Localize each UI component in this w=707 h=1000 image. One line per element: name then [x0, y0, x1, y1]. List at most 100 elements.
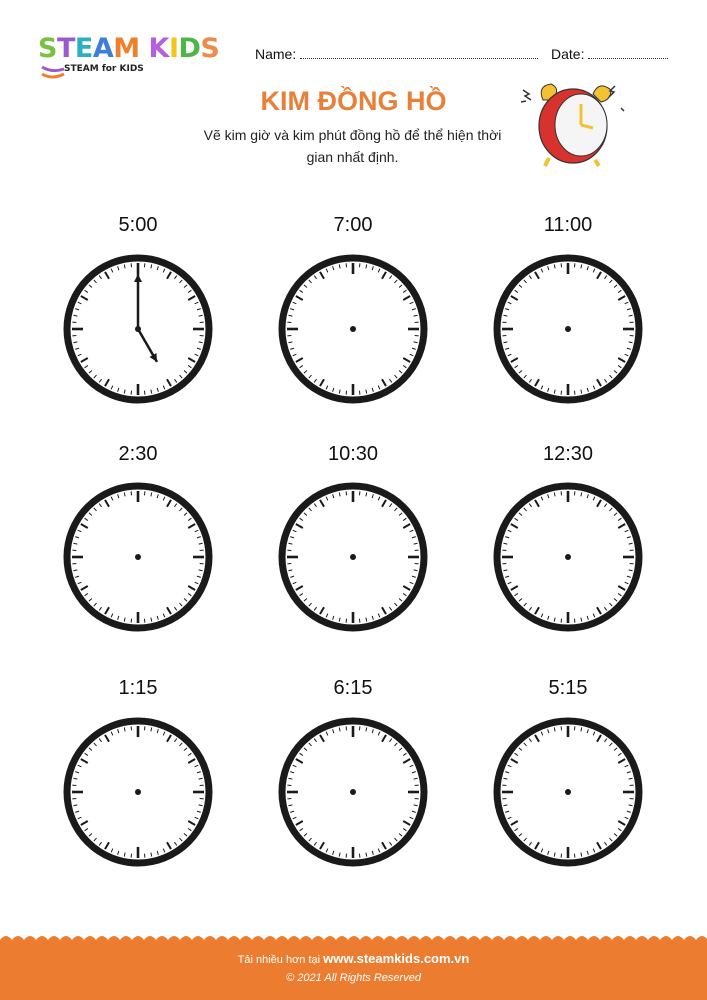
minute-tick — [183, 833, 188, 837]
minute-tick — [409, 581, 414, 585]
hour-tick — [80, 523, 89, 529]
minute-tick — [299, 593, 304, 597]
minute-tick — [518, 370, 523, 374]
hour-tick — [187, 820, 196, 826]
hour-tick — [510, 295, 519, 301]
minute-tick — [77, 764, 82, 768]
minute-tick — [84, 752, 89, 756]
date-field[interactable]: Date: — [551, 46, 669, 62]
minute-tick — [313, 275, 317, 280]
minute-tick — [338, 389, 341, 394]
hour-tick — [166, 734, 172, 743]
minute-tick — [523, 602, 527, 607]
minute-tick — [290, 347, 295, 350]
logo-letter: T — [56, 33, 75, 64]
hour-tick — [80, 357, 89, 363]
minute-tick — [365, 852, 368, 857]
clock-face[interactable] — [278, 482, 428, 632]
minute-tick — [110, 385, 114, 390]
clock-face[interactable] — [493, 717, 643, 867]
clock-time-label: 5:00 — [118, 214, 158, 236]
minute-tick — [626, 347, 631, 350]
clock-face[interactable] — [278, 717, 428, 867]
minute-tick — [313, 738, 317, 743]
clock-face[interactable] — [63, 254, 213, 404]
hour-tick — [534, 841, 540, 850]
minute-tick — [365, 617, 368, 622]
hour-tick — [104, 734, 110, 743]
minute-tick — [98, 275, 102, 280]
minute-tick — [187, 828, 192, 832]
minute-tick — [389, 275, 393, 280]
minute-tick — [413, 804, 418, 807]
minute-tick — [187, 593, 192, 597]
minute-tick — [365, 727, 368, 732]
minute-tick — [338, 617, 341, 622]
minute-tick — [505, 771, 510, 774]
footer-copyright: © 2021 All Rights Reserved — [286, 972, 421, 984]
minute-tick — [156, 494, 159, 499]
minute-tick — [409, 353, 414, 357]
minute-tick — [523, 374, 527, 379]
clock-face[interactable] — [63, 717, 213, 867]
hour-tick — [381, 734, 387, 743]
hour-tick — [534, 499, 540, 508]
minute-tick — [183, 512, 188, 516]
minute-tick — [288, 542, 293, 545]
clock-face[interactable] — [493, 254, 643, 404]
minute-tick — [156, 387, 159, 392]
minute-tick — [308, 742, 312, 747]
minute-tick — [553, 852, 556, 857]
minute-tick — [523, 837, 527, 842]
logo-letter: S — [200, 33, 220, 64]
clock-face[interactable] — [493, 482, 643, 632]
minute-tick — [84, 517, 89, 521]
hour-tick — [104, 499, 110, 508]
minute-tick — [313, 841, 317, 846]
minute-tick — [514, 365, 519, 369]
minute-tick — [518, 512, 523, 516]
minute-tick — [198, 341, 203, 344]
minute-tick — [93, 602, 97, 607]
minute-tick — [332, 615, 335, 620]
minute-tick — [505, 575, 510, 578]
page-title: KIM ĐỒNG HỒ — [260, 86, 447, 116]
minute-tick — [609, 374, 613, 379]
minute-tick — [174, 378, 178, 383]
minute-tick — [110, 848, 114, 853]
minute-tick — [628, 569, 633, 572]
hour-hand-arrow — [149, 352, 157, 362]
minute-tick — [93, 837, 97, 842]
hour-tick — [402, 295, 411, 301]
minute-tick — [77, 529, 82, 533]
minute-tick — [624, 581, 629, 585]
minute-tick — [110, 613, 114, 618]
instructions: Vẽ kim giờ và kim phút đồng hồ để thể hi… — [203, 127, 502, 165]
footer-website-link[interactable]: www.steamkids.com.vn — [323, 951, 470, 966]
minute-tick — [290, 308, 295, 311]
clock-face[interactable] — [278, 254, 428, 404]
minute-tick — [592, 848, 596, 853]
minute-tick — [613, 512, 618, 516]
minute-tick — [77, 816, 82, 820]
minute-tick — [514, 593, 519, 597]
hour-tick — [319, 841, 325, 850]
minute-tick — [626, 536, 631, 539]
minute-tick — [292, 581, 297, 585]
minute-tick — [325, 613, 329, 618]
minute-tick — [394, 507, 398, 512]
logo-letter: M — [113, 33, 140, 64]
minute-tick — [580, 852, 583, 857]
clock-face[interactable] — [63, 482, 213, 632]
minute-tick — [609, 742, 613, 747]
date-line[interactable] — [588, 48, 669, 59]
minute-tick — [290, 575, 295, 578]
minute-tick — [288, 314, 293, 317]
minute-tick — [505, 347, 510, 350]
name-line[interactable] — [300, 48, 539, 59]
hour-tick — [402, 357, 411, 363]
minute-tick — [198, 804, 203, 807]
name-field[interactable]: Name: — [255, 46, 539, 62]
hour-tick — [596, 841, 602, 850]
clock-center-dot — [350, 326, 356, 332]
